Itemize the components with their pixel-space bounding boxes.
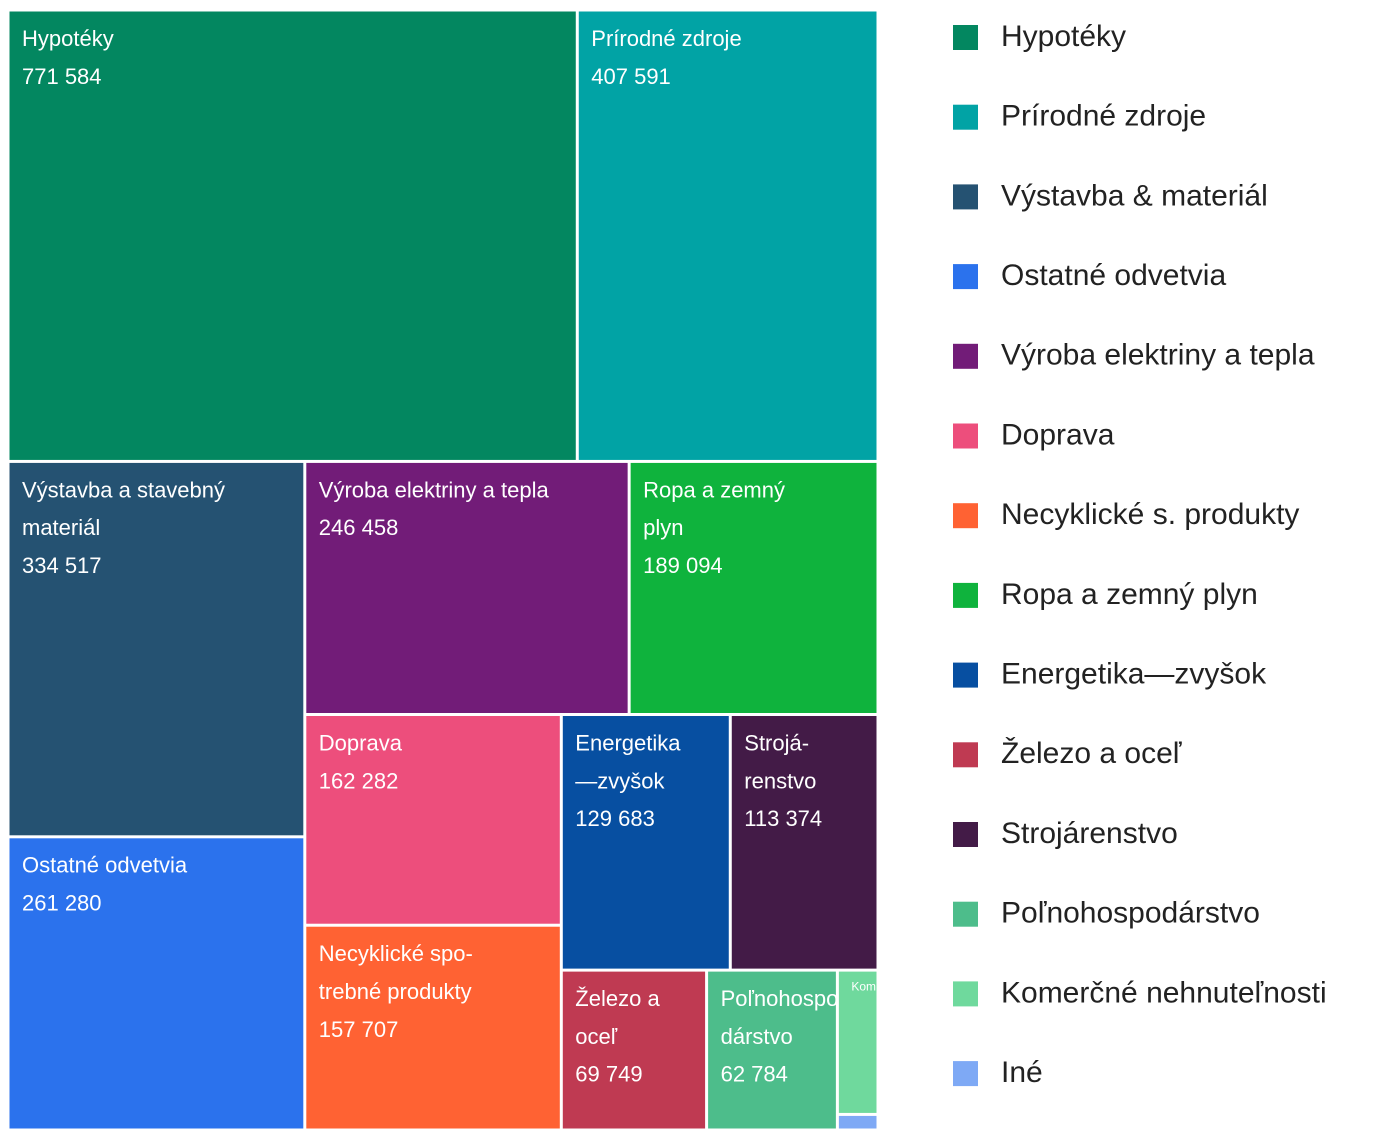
legend-swatch bbox=[953, 423, 978, 449]
legend-swatch bbox=[953, 104, 978, 130]
treemap-tile bbox=[9, 462, 304, 836]
legend-label: Strojárenstvo bbox=[1001, 817, 1178, 850]
legend-swatch bbox=[953, 742, 978, 768]
treemap-tile bbox=[562, 971, 706, 1129]
legend-label: Výroba elektriny a tepla bbox=[1001, 339, 1315, 372]
tile-label: Ropa a zemný bbox=[643, 477, 785, 502]
tile-value: 129 683 bbox=[575, 806, 655, 831]
treemap-tile bbox=[9, 11, 576, 460]
tile-label: renstvo bbox=[744, 768, 816, 793]
tile-label: plyn bbox=[643, 515, 683, 540]
legend-swatch bbox=[953, 264, 978, 290]
tile-value: 261 280 bbox=[22, 891, 102, 916]
tile-value: 771 584 bbox=[22, 64, 102, 89]
treemap-tile bbox=[9, 838, 304, 1129]
tile-label: Doprava bbox=[319, 730, 403, 755]
tile-value: 334 517 bbox=[22, 553, 102, 578]
legend-label: Komerčné nehnuteľnosti bbox=[1001, 976, 1327, 1009]
tile-label: Ostatné odvetvia bbox=[22, 853, 188, 878]
legend-label: Iné bbox=[1001, 1056, 1043, 1089]
tile-label: —zvyšok bbox=[575, 768, 665, 793]
legend-swatch bbox=[953, 343, 978, 369]
tile-value: 162 282 bbox=[319, 768, 399, 793]
legend-swatch bbox=[953, 503, 978, 529]
tile-label: trebné produkty bbox=[319, 979, 472, 1004]
tile-label: Výstavba a stavebný bbox=[22, 477, 225, 502]
legend-swatch bbox=[953, 1061, 978, 1087]
legend-label: Poľnohospodárstvo bbox=[1001, 897, 1260, 930]
legend-label: Železo a oceľ bbox=[1001, 737, 1183, 770]
tile-label: Výroba elektriny a tepla bbox=[319, 477, 550, 502]
legend-swatch bbox=[953, 981, 978, 1007]
tile-label: Energetika bbox=[575, 730, 681, 755]
tile-value: 62 784 bbox=[721, 1062, 788, 1087]
tile-value: 407 591 bbox=[591, 64, 671, 89]
treemap-tile bbox=[306, 926, 560, 1129]
treemap-tile bbox=[578, 11, 877, 460]
legend-label: Necyklické s. produkty bbox=[1001, 498, 1299, 531]
legend-label: Výstavba & materiál bbox=[1001, 179, 1268, 212]
legend-swatch bbox=[953, 822, 978, 847]
tile-label: Necyklické spo- bbox=[319, 941, 473, 966]
legend-label: Ropa a zemný plyn bbox=[1001, 578, 1258, 611]
legend-label: Energetika—zvyšok bbox=[1001, 658, 1267, 691]
tile-label: oceľ bbox=[575, 1024, 617, 1049]
tile-label: dárstvo bbox=[721, 1024, 793, 1049]
legend-swatch bbox=[953, 582, 978, 608]
tile-value: 113 374 bbox=[744, 806, 822, 831]
tile-label: Železo a bbox=[575, 986, 660, 1011]
legend-swatch bbox=[953, 901, 978, 927]
tile-label: Hypotéky bbox=[22, 26, 114, 51]
treemap-tile bbox=[708, 971, 836, 1129]
treemap-tile bbox=[630, 462, 877, 713]
tile-value: 69 749 bbox=[575, 1062, 642, 1087]
tile-label: Poľnohospo- bbox=[721, 986, 846, 1011]
treemap-tile bbox=[306, 462, 628, 713]
treemap-tile bbox=[562, 715, 729, 969]
tile-label: Prírodné zdroje bbox=[591, 26, 741, 51]
tile-label: Komerčné n. bbox=[851, 979, 919, 993]
treemap-tile bbox=[731, 715, 877, 969]
legend-label: Hypotéky bbox=[1001, 20, 1126, 53]
legend-label: Doprava bbox=[1001, 418, 1115, 451]
legend-swatch bbox=[953, 25, 978, 50]
tile-value: 189 094 bbox=[643, 553, 723, 578]
treemap-tile bbox=[838, 1115, 877, 1129]
treemap-tile bbox=[306, 715, 560, 924]
tile-label: Strojá- bbox=[744, 730, 809, 755]
treemap-tile bbox=[838, 971, 877, 1113]
legend-label: Ostatné odvetvia bbox=[1001, 259, 1226, 292]
tile-value: 157 707 bbox=[319, 1017, 399, 1042]
tile-label: materiál bbox=[22, 515, 100, 540]
legend-swatch bbox=[953, 184, 978, 210]
tile-value: 246 458 bbox=[319, 515, 399, 540]
legend-swatch bbox=[953, 662, 978, 688]
legend-label: Prírodné zdroje bbox=[1001, 100, 1206, 133]
